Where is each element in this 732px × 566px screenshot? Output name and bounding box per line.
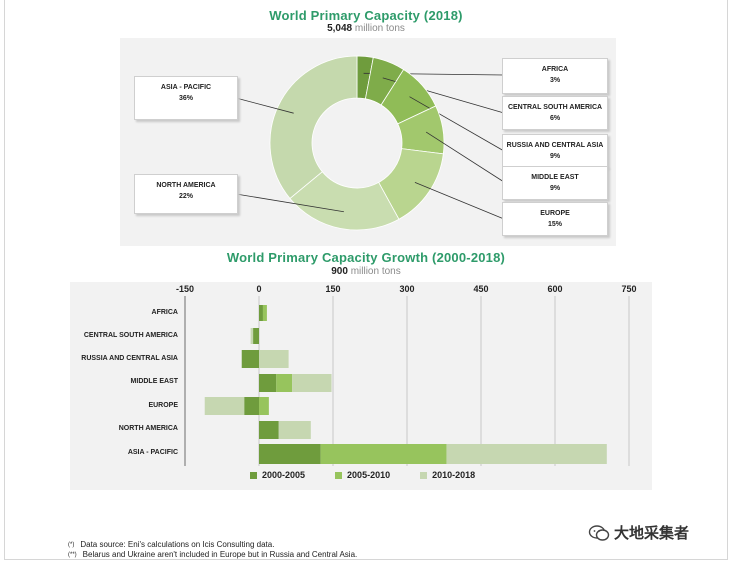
callout-africa: AFRICA 3% [502,58,608,94]
bar-segment [320,444,447,464]
image-frame [4,0,728,560]
pie-chart-title: World Primary Capacity (2018) [269,8,463,23]
watermark: 大地采集者 [588,522,689,543]
legend-label: 2000-2005 [262,470,306,480]
legend-item: 2010-2018 [420,470,475,480]
callout-africa-label: AFRICA [541,66,569,73]
leader-line [409,96,505,152]
bar-segment [250,328,254,344]
leader-line [235,193,344,213]
category-label: CENTRAL SOUTH AMERICA [83,332,178,339]
bar-segment [259,397,269,415]
legend-swatch [420,471,428,479]
bar-segment [253,328,259,344]
legend-label: 2005-2010 [347,470,391,480]
bar-total-unit: million tons [350,266,401,277]
x-tick-label: -150 [175,284,195,294]
leader-line [235,97,294,114]
callout-central-south-america-label: CENTRAL SOUTH AMERICA [507,104,603,111]
callout-asia-pacific-value: 36% [178,95,193,102]
callout-asia-pacific: ASIA - PACIFIC 36% [134,76,238,120]
category-label: AFRICA [151,309,178,316]
callout-north-america-value: 22% [178,193,193,200]
callout-middle-east-label: MIDDLE EAST [531,174,579,181]
footnote-text: Data source: Eni's calculations on Icis … [80,540,275,549]
bar-segment [259,350,289,368]
callout-north-america-label: NORTH AMERICA [156,182,216,189]
legend-swatch [250,471,257,479]
bar-segment [259,374,277,392]
x-tick-label: 450 [473,284,489,294]
leader-line [425,131,505,183]
callout-russia-central-asia-label: RUSSIA AND CENTRAL ASIA [506,142,604,149]
callout-central-south-america-value: 6% [549,115,561,122]
watermark-text: 大地采集者 [614,525,690,542]
legend-item: 2005-2010 [335,470,390,480]
bar-segment [259,305,263,321]
bar-segment [244,397,259,415]
wechat-icon [588,524,610,541]
leader-line [414,181,505,220]
bar-segment [259,421,279,439]
pie-total-value: 5,048 [327,23,353,34]
footnote: (*) Data source: Eni's calculations on Ic… [68,540,357,550]
category-label: EUROPE [148,402,178,409]
callout-europe-label: EUROPE [540,210,570,217]
category-label: RUSSIA AND CENTRAL ASIA [81,355,178,362]
callout-europe: EUROPE 15% [502,202,608,236]
callout-africa-value: 3% [549,77,561,84]
callout-russia-central-asia: RUSSIA AND CENTRAL ASIA 9% [502,134,608,168]
callout-middle-east-value: 9% [549,185,561,192]
pie-total-unit: million tons [354,23,405,34]
bar-segment [262,305,267,321]
category-label: MIDDLE EAST [130,378,178,385]
footnote-text: Belarus and Ukraine aren't included in E… [82,550,358,559]
callout-europe-value: 15% [547,221,562,228]
legend: 2000-2005 2005-2010 2010-2018 [250,470,475,480]
bar-segment [259,444,321,464]
bar-total-value: 900 [331,266,348,277]
bar-segment [278,421,311,439]
callout-asia-pacific-label: ASIA - PACIFIC [160,84,212,91]
bar-chart-subtitle: 900 million tons [0,266,732,277]
x-tick-label: 300 [399,284,415,294]
bar-segment [276,374,293,392]
bar-segment [292,374,332,392]
legend-item: 2000-2005 [250,470,305,480]
pie-chart-subtitle: 5,048 million tons [0,23,732,34]
callout-north-america: NORTH AMERICA 22% [134,174,238,214]
callout-middle-east: MIDDLE EAST 9% [502,166,608,200]
bar-chart-title: World Primary Capacity Growth (2000-2018… [226,250,506,265]
footnote-mark: (*) [68,542,75,548]
category-label: ASIA - PACIFIC [127,449,178,456]
x-tick-label: 600 [547,284,563,294]
x-tick-label: 750 [621,284,637,294]
bar-segment [446,444,607,464]
bar-segment [204,397,245,415]
category-label: NORTH AMERICA [118,425,178,432]
footnote-mark: (**) [68,552,77,558]
footnotes: (*) Data source: Eni's calculations on Ic… [68,540,357,560]
x-tick-label: 150 [325,284,341,294]
legend-label: 2010-2018 [432,470,476,480]
pie-slice [269,55,358,200]
legend-swatch [335,471,343,479]
callout-russia-central-asia-value: 9% [549,153,561,160]
bar-segment [241,350,259,368]
footnote: (**) Belarus and Ukraine aren't included … [68,550,357,560]
x-tick-label: 0 [256,284,262,294]
callout-central-south-america: CENTRAL SOUTH AMERICA 6% [502,96,608,130]
